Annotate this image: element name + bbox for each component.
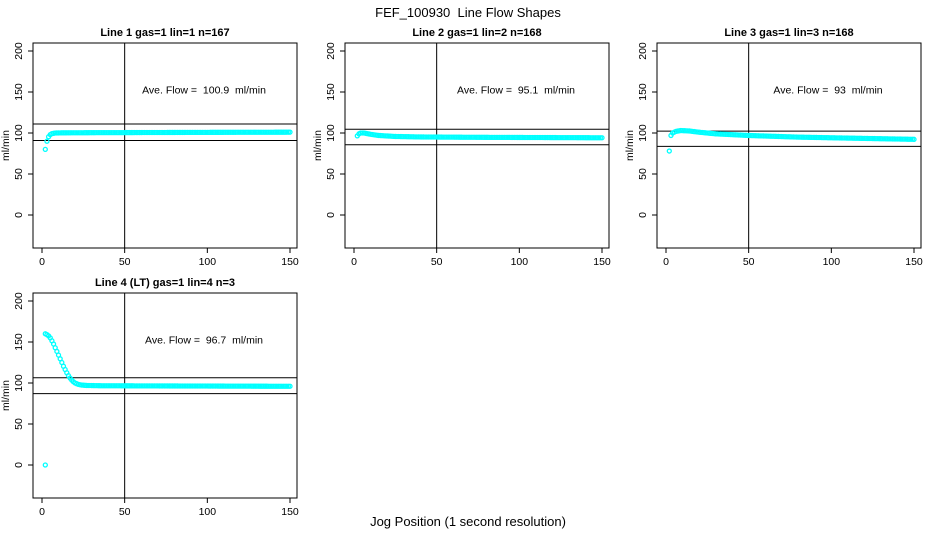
y-tick-label: 200 (13, 292, 25, 310)
y-tick-label: 0 (325, 212, 337, 218)
y-tick-label: 100 (13, 374, 25, 392)
y-tick-label: 0 (637, 212, 649, 218)
x-tick-label: 0 (351, 256, 357, 268)
x-tick-label: 0 (663, 256, 669, 268)
data-point (44, 138, 50, 144)
panel-line-1-plot: 0 50 100 150 0 50 100 150 200 ml/min Ave. Flow = 1… (0, 42, 299, 268)
y-tick-label: 100 (637, 124, 649, 142)
x-tick-label: 50 (119, 506, 131, 518)
y-tick-label: 200 (637, 42, 649, 60)
data-point (911, 136, 917, 142)
y-tick-label: 50 (325, 168, 337, 180)
plot-box (656, 42, 922, 249)
x-tick-label: 0 (39, 256, 45, 268)
y-tick-label: 150 (13, 83, 25, 101)
plot-box (344, 42, 610, 249)
y-tick-label: 50 (637, 168, 649, 180)
x-tick-label: 150 (281, 506, 299, 518)
data-point (287, 129, 293, 135)
panel-line-4: 0 50 100 150 0 50 100 150 200 ml/min Ave. Flow = 9… (0, 276, 312, 526)
y-tick-label: 150 (13, 333, 25, 351)
panel-line-2: 0 50 100 150 0 50 100 150 200 ml/min Ave. Flow = 9… (312, 26, 624, 276)
y-tick-label: 100 (325, 124, 337, 142)
panel-title: Line 4 (LT) gas=1 lin=4 n=3 (94, 277, 236, 289)
y-tick-label: 50 (13, 418, 25, 430)
x-tick-label: 150 (281, 256, 299, 268)
panel-title: Line 1 gas=1 lin=1 n=167 (100, 27, 230, 39)
x-tick-label: 150 (593, 256, 611, 268)
y-tick-label: 150 (637, 83, 649, 101)
x-tick-label: 50 (119, 256, 131, 268)
panel-line-3: 0 50 100 150 0 50 100 150 200 ml/min Ave. Flow = 9… (624, 26, 936, 276)
plot-box (32, 292, 298, 499)
figure-title: FEF_100930 Line Flow Shapes (375, 5, 561, 20)
y-tick-label: 200 (325, 42, 337, 60)
data-point (599, 135, 605, 141)
x-tick-label: 100 (823, 256, 841, 268)
x-tick-label: 50 (431, 256, 443, 268)
outlier-point (42, 462, 48, 468)
x-tick-label: 100 (511, 256, 529, 268)
outlier-point (666, 148, 672, 154)
panel-title: Line 3 gas=1 lin=3 n=168 (724, 27, 854, 39)
y-tick-label: 150 (325, 83, 337, 101)
ave-flow-annotation: Ave. Flow = 100.9 ml/min (142, 85, 266, 97)
panel-line-3-plot: 0 50 100 150 0 50 100 150 200 ml/min Ave. Flow = 9… (624, 42, 923, 268)
ave-flow-annotation: Ave. Flow = 95.1 ml/min (457, 85, 575, 97)
y-axis-label: ml/min (312, 130, 324, 161)
y-tick-label: 0 (13, 212, 25, 218)
panel-line-4-plot: 0 50 100 150 0 50 100 150 200 ml/min Ave. Flow = 9… (0, 292, 299, 518)
y-axis-label: ml/min (624, 130, 636, 161)
x-tick-label: 150 (905, 256, 923, 268)
x-axis-label: Jog Position (1 second resolution) (370, 514, 566, 529)
panel-line-2-plot: 0 50 100 150 0 50 100 150 200 ml/min Ave. Flow = 9… (312, 42, 611, 268)
y-axis-label: ml/min (0, 130, 12, 161)
y-tick-label: 50 (13, 168, 25, 180)
y-tick-label: 200 (13, 42, 25, 60)
y-tick-label: 0 (13, 462, 25, 468)
x-tick-label: 100 (199, 256, 217, 268)
y-tick-label: 100 (13, 124, 25, 142)
ave-flow-annotation: Ave. Flow = 96.7 ml/min (145, 335, 263, 347)
data-point (287, 383, 293, 389)
ave-flow-annotation: Ave. Flow = 93 ml/min (773, 85, 882, 97)
outlier-point (42, 146, 48, 153)
panel-title: Line 2 gas=1 lin=2 n=168 (412, 27, 542, 39)
x-tick-label: 50 (743, 256, 755, 268)
x-tick-label: 100 (199, 506, 217, 518)
x-tick-label: 0 (39, 506, 45, 518)
plot-box (32, 42, 298, 249)
panel-line-1: 0 50 100 150 0 50 100 150 200 ml/min Ave. Flow = 1… (0, 26, 312, 276)
y-axis-label: ml/min (0, 380, 12, 411)
